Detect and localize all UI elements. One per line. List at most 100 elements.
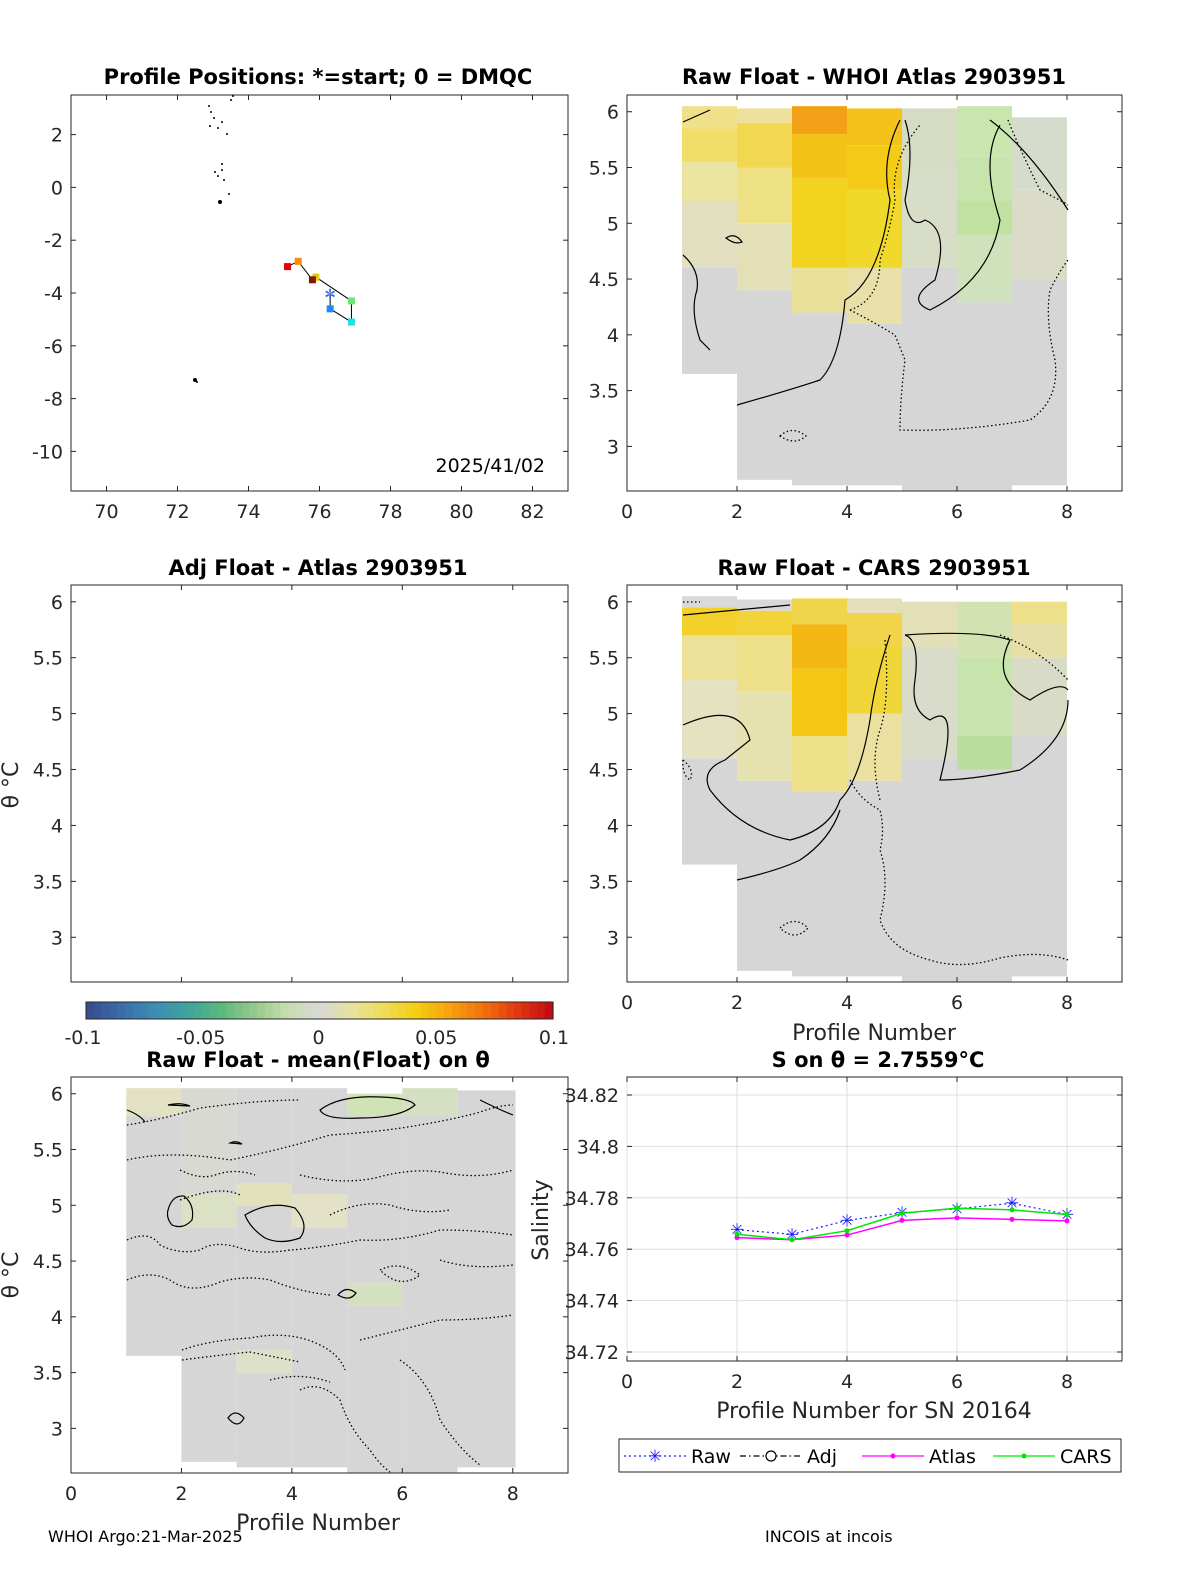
colorbar-cell (187, 1002, 196, 1019)
heatmap-cell (957, 234, 1012, 302)
colorbar-cell (521, 1002, 531, 1019)
mean-xlabel: Profile Number (236, 1511, 401, 1536)
y-tick-label: 3 (607, 927, 619, 949)
colorbar-cell (202, 1002, 212, 1019)
track-point (312, 273, 320, 281)
heatmap-cell (682, 607, 737, 636)
colorbar-cell (451, 1002, 461, 1019)
x-tick-label: 6 (396, 1483, 408, 1505)
cars-title: Raw Float - CARS 2903951 (717, 556, 1030, 580)
whoi-heatmap (682, 106, 1067, 491)
y-tick-label: 5 (51, 704, 63, 726)
series-point-cars (899, 1210, 905, 1216)
x-tick-label: 72 (165, 501, 189, 523)
track-point (308, 276, 316, 284)
heatmap-cell (957, 735, 1012, 770)
colorbar-cell (506, 1002, 515, 1019)
heatmap-cell (682, 106, 737, 129)
salinity-axes (626, 1076, 1123, 1362)
heatmap-cell (737, 167, 792, 224)
colorbar-cell (226, 1002, 235, 1019)
series-point-atlas (844, 1232, 850, 1238)
legend-items: ✳ Raw Adj Atlas CARS (624, 1446, 1112, 1468)
track-point (347, 318, 355, 326)
y-tick-label: 4 (51, 1307, 63, 1329)
mean-ylabel: θ °C (0, 1252, 24, 1299)
y-tick-label: 3.5 (589, 381, 619, 403)
x-tick-label: 8 (1061, 992, 1073, 1014)
panel-adj: Adj Float - Atlas 2903951 65.554.543.53 … (0, 556, 569, 983)
footer-left: WHOI Argo:21-Mar-2025 (48, 1527, 243, 1546)
y-tick-label: 6 (607, 592, 619, 614)
colorbar-cell (412, 1002, 422, 1019)
heatmap-cell (792, 134, 847, 179)
colorbar-gradient (86, 1002, 554, 1019)
heatmap-cell (847, 323, 902, 486)
colorbar-cell (296, 1002, 305, 1019)
colorbar-cell (335, 1002, 344, 1019)
heatmap-cell (682, 635, 737, 681)
series-point-cars (734, 1231, 740, 1237)
mean-axes-frame (70, 1076, 569, 1474)
colorbar-tick-label: 0 (312, 1027, 324, 1049)
whoi-ticks: 0 2 4 6 8 6 5.5 5 4.5 4 3.5 3 (589, 95, 1122, 523)
colorbar-cell (514, 1002, 523, 1019)
heatmap-cell (737, 223, 792, 291)
heatmap-cell (236, 1088, 292, 1183)
heatmap-cell (957, 769, 1012, 982)
heatmap-cell (902, 267, 957, 491)
heatmap-cell (957, 301, 1012, 491)
colorbar-cell (194, 1002, 204, 1019)
salinity-ylabel: Salinity (529, 1179, 554, 1260)
colorbar-cell (482, 1002, 492, 1019)
adj-ylabel: θ °C (0, 762, 24, 809)
y-tick-label: 34.74 (565, 1291, 619, 1313)
heatmap-cell (847, 145, 902, 190)
mean-title: Raw Float - mean(Float) on θ (146, 1048, 490, 1072)
x-tick-label: 8 (507, 1483, 519, 1505)
x-tick-label: 70 (94, 501, 118, 523)
colorbar-tick-label: -0.05 (176, 1027, 225, 1049)
series-point-atlas (1064, 1218, 1070, 1224)
cars-ticks: 0 2 4 6 8 6 5.5 5 4.5 4 3.5 3 (589, 585, 1122, 1014)
salinity-series: ✳✳✳✳✳✳✳ (730, 1194, 1074, 1245)
y-tick-label: 6 (51, 1084, 63, 1106)
adj-axes (70, 584, 569, 983)
float-track: ✲ (284, 257, 355, 326)
y-tick-label: 5.5 (589, 158, 619, 180)
colorbar-cell (459, 1002, 468, 1019)
mean-contours (126, 1096, 514, 1425)
colorbar-cell (280, 1002, 289, 1019)
y-tick-label: 34.76 (565, 1239, 619, 1261)
track-point (347, 297, 355, 305)
cars-heatmap (682, 596, 1067, 982)
heatmap-cell (847, 189, 902, 268)
heatmap-cell (957, 657, 1012, 736)
series-line-raw (736, 1202, 1068, 1235)
cars-axes-frame (626, 584, 1123, 983)
x-tick-label: 0 (65, 1483, 77, 1505)
y-tick-label: 4.5 (589, 269, 619, 291)
heatmap-cell (737, 635, 792, 692)
y-tick-label: 4.5 (33, 760, 63, 782)
series-point-cars (789, 1237, 795, 1243)
colorbar-cell (179, 1002, 188, 1019)
y-tick-label: 3.5 (33, 871, 63, 893)
colorbar-cell (475, 1002, 484, 1019)
heatmap-cell (1012, 657, 1067, 736)
positions-date-label: 2025/41/02 (435, 455, 545, 477)
colorbar: -0.1 -0.05 0 0.05 0.1 (64, 1001, 569, 1049)
heatmap-cell (347, 1305, 403, 1473)
heatmap-cell (792, 791, 847, 977)
x-tick-label: 2 (731, 501, 743, 523)
heatmap-cell (126, 1088, 182, 1117)
colorbar-tick-label: 0.1 (539, 1027, 569, 1049)
heatmap-cell (347, 1093, 403, 1117)
panel-whoi: Raw Float - WHOI Atlas 2903951 0 2 4 6 8 6 5.5… (589, 65, 1123, 523)
heatmap-cell (737, 610, 792, 636)
heatmap-cell (236, 1205, 292, 1351)
colorbar-cell (148, 1002, 157, 1019)
y-tick-label: 34.82 (565, 1085, 619, 1107)
colorbar-cell (350, 1002, 360, 1019)
series-point-cars (1009, 1207, 1015, 1213)
